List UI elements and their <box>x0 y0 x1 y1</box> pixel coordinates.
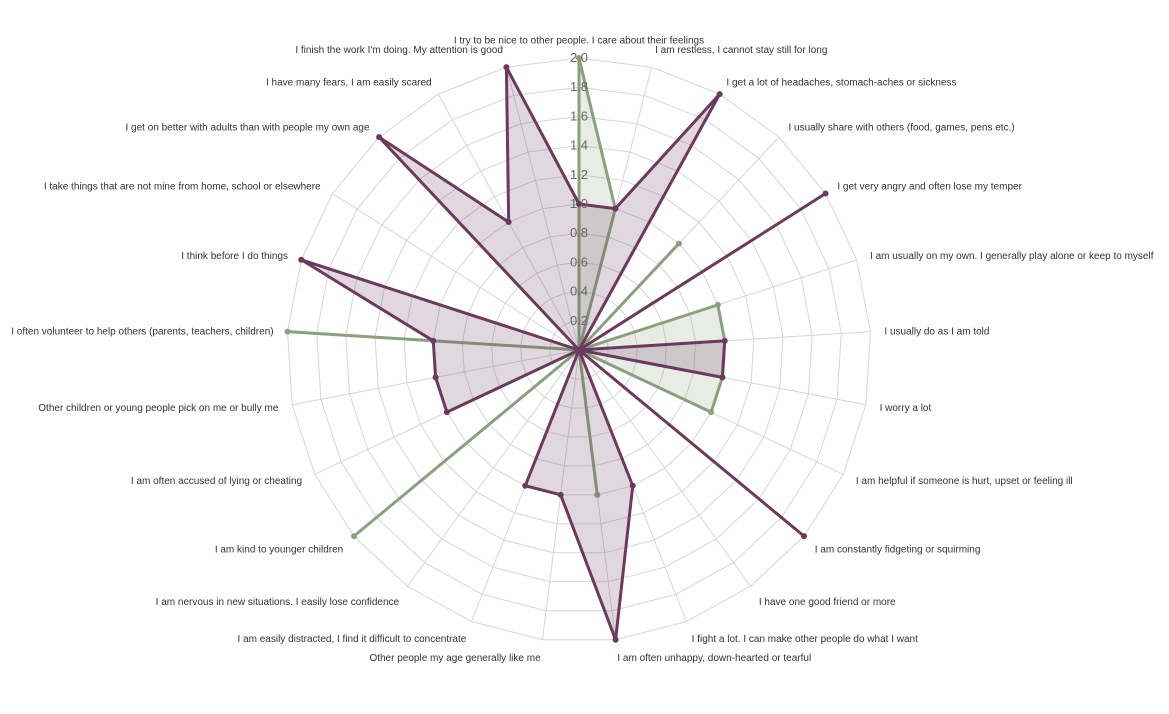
axis-label: Other children or young people pick on m… <box>38 403 279 414</box>
grid-spoke <box>332 193 580 351</box>
axis-label: I am often accused of lying or cheating <box>131 476 302 487</box>
series-2-point <box>576 201 582 207</box>
series-2-point <box>719 374 726 381</box>
axis-label: I am constantly fidgeting or squirming <box>815 545 981 556</box>
axis-label: Other people my age generally like me <box>369 653 541 664</box>
series-2-point <box>800 533 807 540</box>
grid-ring <box>491 261 667 438</box>
grid-ring <box>403 174 755 525</box>
axis-label: I am easily distracted, I find it diffic… <box>238 634 467 645</box>
radial-tick-label: 1.6 <box>570 108 588 123</box>
series-1-point <box>351 533 358 540</box>
series-2-point <box>430 337 437 344</box>
axis-labels: I try to be nice to other people. I care… <box>11 36 1153 665</box>
axis-label: I have many fears, I am easily scared <box>266 77 432 88</box>
grid-spoke <box>578 349 752 587</box>
axis-label: I often volunteer to help others (parent… <box>11 326 273 337</box>
series-2-point <box>716 91 723 98</box>
radial-tick-label: 1.4 <box>570 138 588 153</box>
grid-ring <box>432 203 726 496</box>
axis-label: I am nervous in new situations. I easily… <box>156 597 400 608</box>
axis-label: I take things that are not mine from hom… <box>44 182 321 193</box>
grid-ring <box>316 86 842 612</box>
series-2-point <box>505 219 512 226</box>
radial-tick-label: 0.6 <box>570 254 588 269</box>
series-1-point <box>714 301 721 308</box>
axis-label: I am helpful if someone is hurt, upset o… <box>856 476 1073 487</box>
axis-label: I am often unhappy, down-hearted or tear… <box>617 653 811 664</box>
series-2-point <box>576 347 582 353</box>
axis-label: I get a lot of headaches, stomach-aches … <box>726 77 956 88</box>
axis-label: I usually share with others (food, games… <box>788 122 1014 133</box>
series-2-point <box>432 374 439 381</box>
axis-label: I try to be nice to other people. I care… <box>454 36 704 47</box>
grid-spoke <box>505 67 580 351</box>
radial-tick-label: 1.8 <box>570 79 588 94</box>
series-2-point <box>522 482 529 489</box>
radial-tick-label: 0.2 <box>570 313 588 328</box>
series-1-point <box>284 328 291 335</box>
radial-tick-label: 0.8 <box>570 225 588 240</box>
radar-series <box>284 55 829 643</box>
series-2-point <box>298 256 305 263</box>
radial-tick-label: 0.4 <box>570 284 588 299</box>
radial-tick-label: 1.2 <box>570 167 588 182</box>
series-2-point <box>721 337 728 344</box>
radar-grid <box>287 57 871 641</box>
series-2-point <box>376 134 383 141</box>
axis-label: I am usually on my own. I generally play… <box>870 251 1154 262</box>
radial-tick-label: 2.0 <box>570 50 588 65</box>
axis-label: I get very angry and often lose my tempe… <box>837 182 1022 193</box>
series-2-area <box>299 65 828 642</box>
series-2-point <box>612 205 619 212</box>
axis-label: I think before I do things <box>181 251 288 262</box>
series-2-point <box>503 64 510 71</box>
axis-label: I worry a lot <box>880 403 932 414</box>
radial-tick-labels: 0.2 0.4 0.6 0.8 1.0 1.2 1.4 1.6 1.8 2.0 <box>570 50 588 328</box>
axis-label: I have one good friend or more <box>759 597 896 608</box>
axis-label: I am restless, I cannot stay still for l… <box>655 45 827 56</box>
grid-ring <box>374 145 784 554</box>
series-2-point <box>629 482 636 489</box>
series-1-point <box>675 240 682 247</box>
radial-tick-label: 1.0 <box>570 196 588 211</box>
grid-spoke <box>406 349 580 587</box>
axis-label: I am kind to younger children <box>215 545 343 556</box>
axis-label: I fight a lot. I can make other people d… <box>692 634 918 645</box>
series-1-point <box>594 491 601 498</box>
series-2-point <box>557 491 564 498</box>
series-1-point <box>576 55 582 61</box>
axis-label: I get on better with adults than with pe… <box>125 122 369 133</box>
series-2-point <box>612 636 619 643</box>
axis-label: I finish the work I'm doing. My attentio… <box>295 45 503 56</box>
grid-ring <box>461 232 697 467</box>
series-2-point <box>443 409 450 416</box>
grid-ring <box>520 291 638 409</box>
series-1-point <box>708 409 715 416</box>
grid-ring <box>345 115 813 583</box>
axis-label: I usually do as I am told <box>884 326 989 337</box>
series-2-point <box>822 190 829 197</box>
grid-ring <box>287 57 871 641</box>
